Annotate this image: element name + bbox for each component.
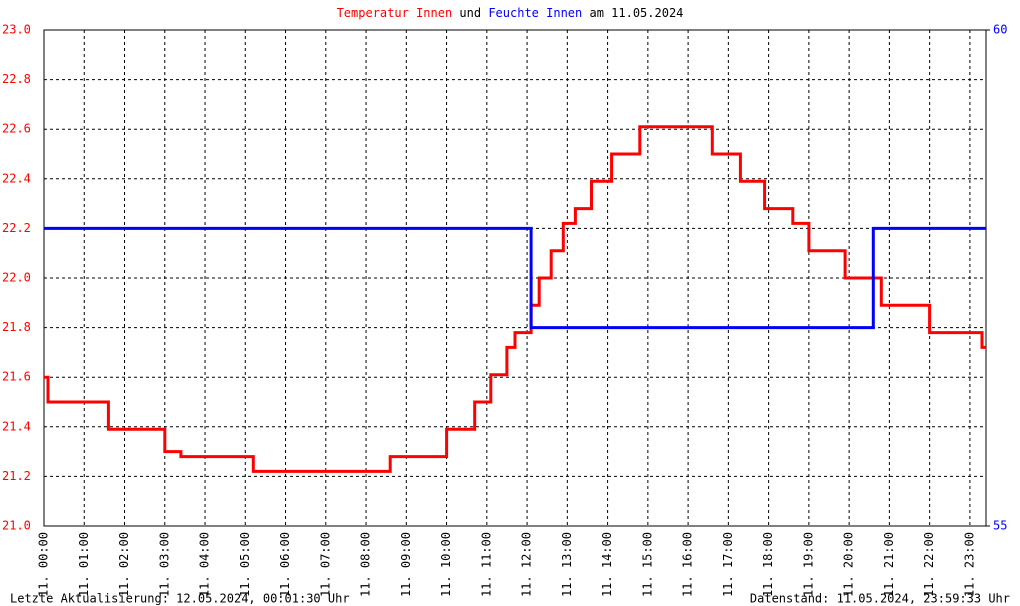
x-tick-label: 11. 00:00: [37, 532, 51, 597]
x-tick-label: 11. 19:00: [801, 532, 815, 597]
x-tick-label: 11. 09:00: [399, 532, 413, 597]
x-tick-label: 11. 18:00: [761, 532, 775, 597]
x-tick-label: 11. 13:00: [560, 532, 574, 597]
footer-right: Datenstand: 11.05.2024, 23:59:33 Uhr: [750, 592, 1010, 606]
y-tick-label: 22.4: [2, 171, 31, 185]
x-tick-label: 11. 22:00: [922, 532, 936, 597]
x-tick-label: 11. 15:00: [640, 532, 654, 597]
y-tick-label: 22.2: [2, 221, 31, 235]
x-tick-label: 11. 16:00: [681, 532, 695, 597]
x-tick-label: 11. 05:00: [238, 532, 252, 597]
x-tick-label: 11. 23:00: [962, 532, 976, 597]
plot-frame: [43, 29, 987, 527]
x-tick-label: 11. 06:00: [278, 532, 292, 597]
title-part: Temperatur Innen: [337, 6, 453, 20]
x-tick-label: 11. 10:00: [439, 532, 453, 597]
x-tick-label: 11. 21:00: [882, 532, 896, 597]
y-tick-label: 21.2: [2, 469, 31, 483]
data-line: [44, 226, 986, 330]
title-part: am 11.05.2024: [589, 6, 683, 20]
y-tick-label: 21.0: [2, 519, 31, 533]
x-tick-label: 11. 02:00: [117, 532, 131, 597]
title-part: Feuchte Innen: [488, 6, 582, 20]
x-tick-label: 11. 04:00: [198, 532, 212, 597]
title-part: und: [459, 6, 481, 20]
y-tick-label: 22.0: [2, 271, 31, 285]
x-tick-label: 11. 11:00: [479, 532, 493, 597]
chart-title: Temperatur Innen und Feuchte Innen am 11…: [337, 6, 684, 20]
y-tick-label: 21.4: [2, 419, 31, 433]
footer-left: Letzte Aktualisierung: 12.05.2024, 00:01…: [10, 592, 350, 606]
y-tick-label: 21.8: [2, 320, 31, 334]
y-tick-label: 21.6: [2, 370, 31, 384]
x-tick-label: 11. 03:00: [157, 532, 171, 597]
x-tick-label: 11. 14:00: [600, 532, 614, 597]
y-tick-label: 23.0: [2, 23, 31, 37]
x-tick-label: 11. 17:00: [721, 532, 735, 597]
y-tick-label: 22.8: [2, 72, 31, 86]
data-line: [44, 125, 986, 473]
x-tick-label: 11. 20:00: [842, 532, 856, 597]
y2-tick-label: 60: [993, 23, 1007, 37]
y2-tick-label: 55: [993, 519, 1007, 533]
x-tick-label: 11. 01:00: [77, 532, 91, 597]
x-tick-label: 11. 08:00: [359, 532, 373, 597]
x-tick-label: 11. 07:00: [318, 532, 332, 597]
x-tick-label: 11. 12:00: [520, 532, 534, 597]
y-tick-label: 22.6: [2, 122, 31, 136]
